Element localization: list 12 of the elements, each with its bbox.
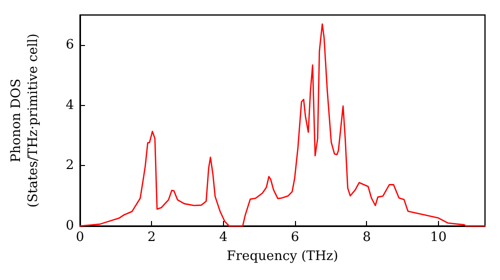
- x-tick-label: 8: [362, 230, 371, 245]
- x-axis-title: Frequency (THz): [226, 249, 338, 264]
- y-tick-label: 0: [66, 218, 74, 234]
- y-axis-title: Phonon DOS (States/THz·primitive cell): [9, 33, 41, 208]
- x-tick-label: 6: [290, 230, 300, 245]
- x-tick-label: 0: [76, 230, 84, 245]
- y-tick-label: 6: [66, 38, 74, 53]
- x-tick-label: 10: [430, 230, 447, 245]
- x-tick-label: 4: [219, 230, 228, 245]
- y-tick-label: 4: [66, 98, 74, 113]
- y-tick-label: 2: [66, 158, 74, 174]
- x-tick-label: 2: [148, 230, 156, 245]
